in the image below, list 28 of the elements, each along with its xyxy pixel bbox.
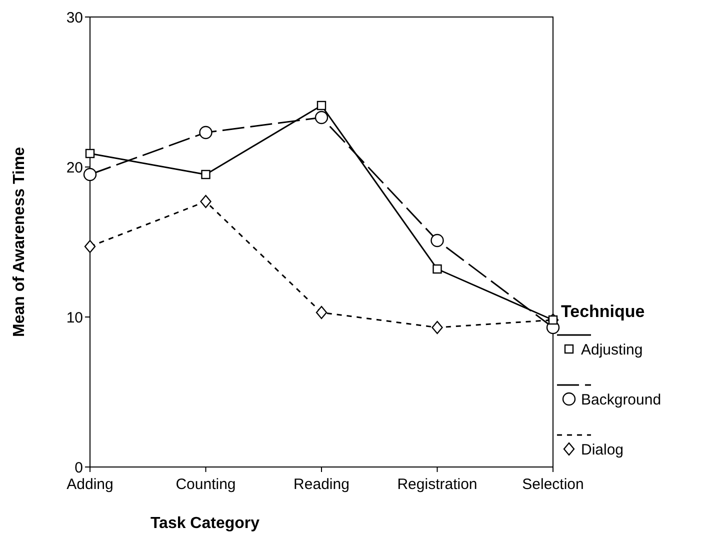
y-tick-label: 20 (66, 159, 83, 176)
x-tick-label: Counting (176, 476, 236, 493)
y-tick-label: 0 (74, 459, 83, 476)
x-axis-title: Task Category (150, 515, 260, 532)
point (548, 315, 558, 325)
legend-label: Adjusting (581, 341, 643, 358)
y-tick-label: 30 (66, 9, 83, 26)
y-axis-title: Mean of Awareness Time (11, 146, 28, 337)
x-tick-label: Adding (66, 476, 114, 493)
point (199, 126, 212, 140)
point (430, 234, 444, 248)
point (432, 264, 442, 274)
point (314, 110, 328, 124)
legend-label: Background (581, 391, 662, 408)
legend-label: Dialog (581, 441, 624, 458)
y-tick-label: 10 (66, 309, 83, 326)
point (200, 194, 212, 208)
legend-title: Technique (561, 302, 645, 321)
point (83, 168, 97, 182)
x-tick-label: Registration (397, 476, 478, 493)
x-tick-label: Reading (294, 476, 350, 493)
point (316, 306, 328, 320)
point (84, 240, 96, 254)
point (201, 170, 210, 180)
point (316, 100, 326, 110)
x-tick-label: Selection (522, 476, 584, 493)
point (432, 320, 443, 334)
point (85, 148, 95, 158)
